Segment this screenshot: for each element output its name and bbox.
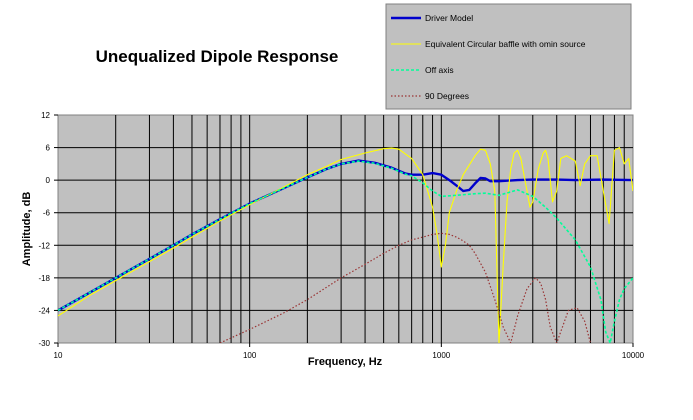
legend-label: Off axis (425, 65, 454, 75)
y-tick-label: 0 (46, 176, 51, 185)
y-tick-label: -12 (38, 241, 50, 250)
series-line-2 (58, 160, 633, 343)
legend-label: Driver Model (425, 13, 473, 23)
series-line-3 (219, 232, 592, 343)
x-tick-label: 10000 (622, 351, 645, 360)
plot-area (57, 114, 634, 344)
legend-label: Equivalent Circular baffle with omin sou… (425, 39, 586, 49)
y-tick-label: -24 (38, 306, 50, 315)
legend-items: Driver Model Equivalent Circular baffle w… (391, 13, 586, 101)
y-tick-label: 12 (41, 111, 50, 120)
y-tick-label: -18 (38, 274, 50, 283)
chart-title: Unequalized Dipole Response (96, 47, 339, 66)
x-tick-label: 1000 (432, 351, 450, 360)
y-tick-label: -6 (43, 209, 51, 218)
series-line-1 (58, 147, 633, 343)
grid-layer (58, 115, 633, 343)
legend-label: 90 Degrees (425, 91, 469, 101)
x-tick-label: 10 (54, 351, 63, 360)
x-tick-label: 100 (243, 351, 257, 360)
legend: Driver Model Equivalent Circular baffle w… (385, 3, 632, 110)
y-axis-label: Amplitude, dB (21, 192, 33, 267)
series-layer (58, 147, 633, 343)
legend-box (385, 3, 632, 110)
axis-layer: -30 -24 -18 -12 -6 0 6 12 10 100 1000 10000 (38, 111, 644, 360)
y-tick-label: 6 (46, 144, 51, 153)
y-tick-label: -30 (38, 339, 50, 348)
x-axis-label: Frequency, Hz (308, 356, 383, 368)
